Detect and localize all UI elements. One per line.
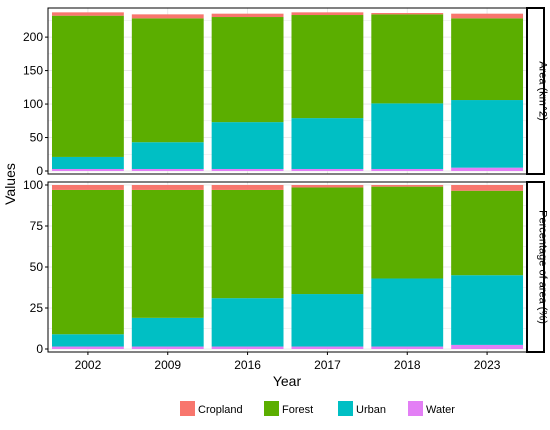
- y-tick-label: 0: [36, 164, 43, 178]
- panel-area: 0 50 100 150 200 Area (km^2): [23, 7, 549, 178]
- bar-segment-cropland: [211, 13, 284, 18]
- bar-segment-cropland: [131, 14, 204, 19]
- x-axis-title: Year: [273, 373, 302, 389]
- bar-segment-cropland: [51, 185, 124, 190]
- bar-segment-water: [291, 346, 364, 349]
- bar-segment-forest: [131, 18, 204, 143]
- bar-segment-water: [131, 168, 204, 171]
- y-tick-label: 50: [30, 131, 44, 145]
- bar-segment-water: [211, 168, 284, 171]
- bar-segment-water: [371, 168, 444, 171]
- bar-segment-water: [451, 167, 524, 171]
- bar-segment-cropland: [51, 12, 124, 16]
- bar-segment-water: [291, 168, 364, 171]
- x-tick-label: 2017: [314, 358, 341, 372]
- bar-segment-water: [51, 346, 124, 349]
- bar-segment-forest: [211, 17, 284, 123]
- bar-segment-cropland: [451, 13, 524, 19]
- bar-segment-urban: [131, 142, 204, 169]
- legend-label-cropland: Cropland: [198, 404, 243, 416]
- x-axis: 2002 2009 2016 2017 2018 2023: [75, 352, 501, 372]
- facet-strip-label: Area (km^2): [537, 61, 549, 121]
- bar-segment-urban: [51, 156, 124, 169]
- x-tick-label: 2009: [154, 358, 181, 372]
- y-tick-label: 50: [30, 260, 44, 274]
- bar-segment-urban: [371, 278, 444, 347]
- x-tick-label: 2016: [234, 358, 261, 372]
- x-tick-label: 2023: [474, 358, 501, 372]
- legend-swatch-water: [408, 401, 423, 416]
- bar-segment-urban: [291, 118, 364, 169]
- y-tick-label: 25: [30, 301, 44, 315]
- bar-segment-forest: [451, 190, 524, 276]
- bar-segment-forest: [291, 15, 364, 119]
- legend: Cropland Forest Urban Water: [180, 401, 455, 416]
- legend-swatch-cropland: [180, 401, 195, 416]
- bar-segment-urban: [211, 298, 284, 347]
- bar-segment-urban: [51, 334, 124, 347]
- y-tick-label: 150: [23, 64, 43, 78]
- bar-segment-cropland: [291, 12, 364, 16]
- bar-segment-forest: [51, 15, 124, 157]
- facet-strip-label: Percentage of area (%): [537, 210, 549, 324]
- bar-segment-cropland: [211, 185, 284, 190]
- bar-segment-urban: [451, 100, 524, 168]
- bar-segment-cropland: [131, 185, 204, 190]
- y-axis-title: Values: [2, 163, 18, 205]
- y-tick-label: 100: [23, 178, 43, 192]
- facet-strip: [526, 7, 545, 175]
- legend-label-forest: Forest: [282, 404, 313, 416]
- bar-segment-urban: [131, 317, 204, 347]
- bar-segment-urban: [211, 122, 284, 169]
- bar-segment-water: [211, 346, 284, 349]
- panel-percentage: 0 25 50 75 100 Percentage of area (%): [23, 178, 549, 356]
- bar-segment-forest: [51, 189, 124, 335]
- panel-background: [48, 8, 527, 174]
- bar-segment-forest: [211, 189, 284, 299]
- bar-segment-cropland: [291, 185, 364, 188]
- bar-segment-urban: [451, 275, 524, 345]
- legend-swatch-forest: [264, 401, 279, 416]
- bar-segment-forest: [131, 189, 204, 318]
- bar-segment-water: [131, 346, 204, 349]
- bar-segment-cropland: [371, 13, 444, 15]
- bar-segment-water: [371, 346, 444, 349]
- bar-segment-forest: [371, 14, 444, 104]
- bar-segment-forest: [291, 187, 364, 295]
- y-tick-label: 100: [23, 97, 43, 111]
- y-tick-label: 200: [23, 30, 43, 44]
- legend-swatch-urban: [338, 401, 353, 416]
- x-tick-label: 2002: [75, 358, 102, 372]
- bar-segment-cropland: [371, 185, 444, 187]
- legend-label-water: Water: [426, 404, 455, 416]
- bar-segment-urban: [291, 294, 364, 347]
- bar-segment-cropland: [451, 185, 524, 191]
- x-tick-label: 2018: [394, 358, 421, 372]
- bar-segment-urban: [371, 103, 444, 169]
- bar-segment-forest: [451, 18, 524, 101]
- y-tick-label: 0: [36, 342, 43, 356]
- bar-segment-water: [51, 168, 124, 171]
- legend-label-urban: Urban: [356, 404, 386, 416]
- bar-segment-forest: [371, 186, 444, 279]
- y-tick-label: 75: [30, 219, 44, 233]
- facet-strip: [526, 181, 545, 353]
- bar-segment-water: [451, 344, 524, 349]
